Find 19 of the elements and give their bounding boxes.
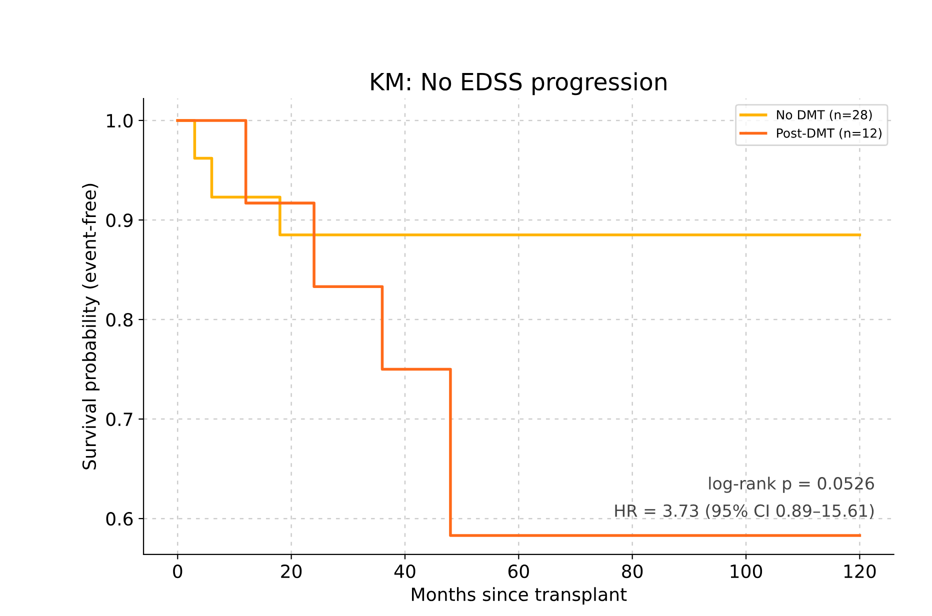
y-tick-label: 0.7 <box>106 412 132 426</box>
y-tick-label: 0.8 <box>106 312 133 327</box>
x-tick-label: 100 <box>730 564 762 578</box>
legend-label: Post-DMT (n=12) <box>777 128 882 140</box>
y-tick-label: 0.6 <box>106 512 133 526</box>
x-axis-title: Months since transplant <box>412 587 627 605</box>
chart-title: KM: No EDSS progression <box>371 72 666 96</box>
x-tick-label: 20 <box>281 564 302 578</box>
x-tick-label: 0 <box>173 564 182 578</box>
y-tick-label: 1.0 <box>107 114 133 128</box>
x-tick-label: 120 <box>844 564 876 578</box>
legend-label: No DMT (n=28) <box>777 110 872 121</box>
y-tick-label: 0.9 <box>106 213 133 228</box>
annotation: log-rank p = 0.0526 <box>709 476 874 493</box>
x-tick-label: 80 <box>622 564 643 578</box>
annotation: HR = 3.73 (95% CI 0.89–15.61) <box>615 504 874 519</box>
x-tick-label: 60 <box>508 564 529 578</box>
y-axis-title: Survival probability (event-free) <box>82 184 100 470</box>
x-tick-label: 40 <box>394 564 416 578</box>
